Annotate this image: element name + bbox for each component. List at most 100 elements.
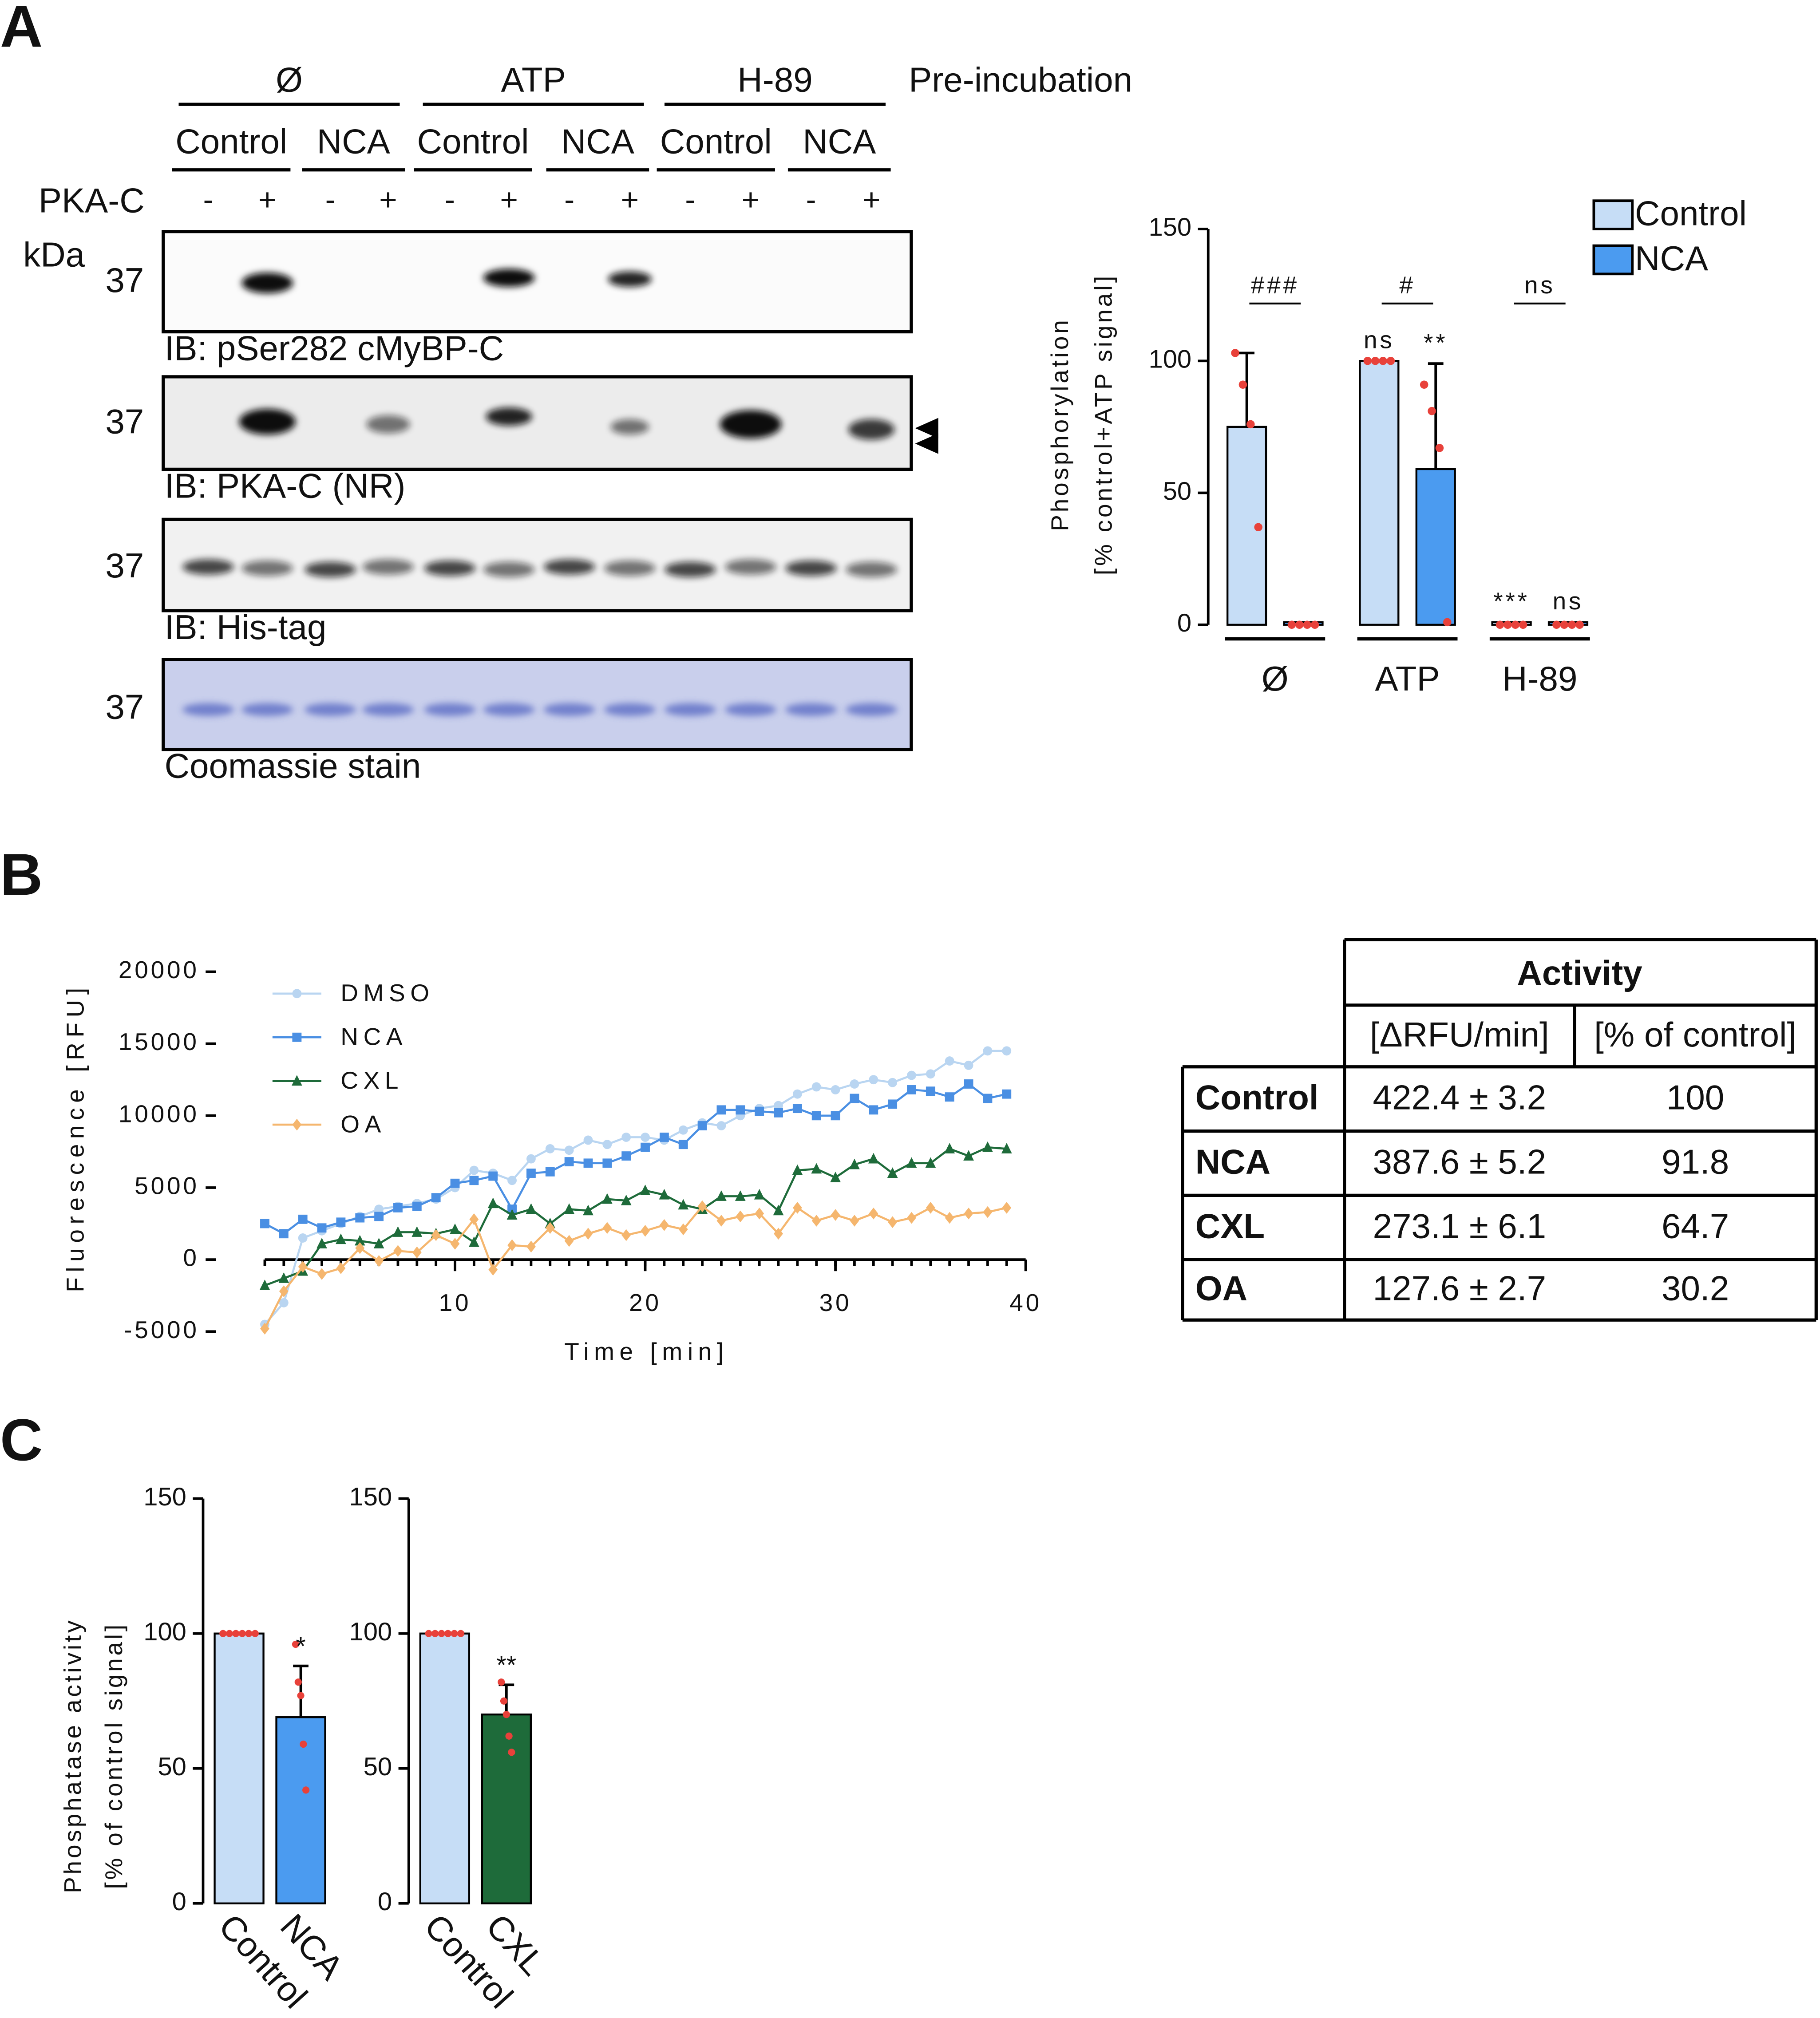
y-tick-label: 150: [349, 1483, 392, 1511]
band: [362, 559, 414, 575]
legend-swatch: [1592, 199, 1634, 230]
x-tick-label: 40: [1009, 1289, 1042, 1316]
legend-marker: [292, 1032, 302, 1042]
data-point: [374, 1204, 384, 1214]
data-point: [545, 1144, 555, 1153]
data-point: [716, 1105, 726, 1115]
y-tick-label: 0: [1177, 609, 1191, 637]
data-point: [1002, 1089, 1012, 1099]
data-point: [678, 1140, 688, 1149]
data-point: [868, 1153, 879, 1164]
data-point: [438, 1630, 445, 1637]
data-point: [755, 1208, 764, 1220]
band: [424, 703, 476, 716]
data-point: [278, 1272, 289, 1283]
error-bar: [1239, 351, 1254, 427]
data-point: [1246, 420, 1255, 429]
data-point: [457, 1630, 465, 1637]
bar: [1415, 468, 1456, 626]
data-point: [869, 1075, 878, 1085]
data-point: [964, 1208, 973, 1220]
pkac-sign: -: [203, 182, 213, 217]
table-cell: 91.8: [1662, 1142, 1729, 1181]
table-subheader: [ΔRFU/min]: [1370, 1015, 1549, 1054]
data-point: [1503, 620, 1512, 629]
data-point: [298, 1233, 308, 1243]
data-point: [850, 1215, 859, 1227]
band: [543, 703, 595, 716]
data-point: [678, 1223, 688, 1236]
data-point: [226, 1630, 233, 1637]
data-point: [500, 1697, 508, 1705]
band: [848, 419, 895, 440]
legend-label: OA: [340, 1110, 386, 1138]
x-tick-label: ATP: [1375, 659, 1440, 698]
data-point: [564, 1145, 574, 1155]
marker-label: 37: [105, 546, 144, 585]
comparison-label: ###: [1251, 271, 1299, 299]
y-tick-label: 100: [143, 1618, 186, 1646]
legend-marker: [292, 989, 302, 999]
data-point: [292, 1640, 300, 1648]
data-point: [641, 1133, 650, 1142]
data-point: [811, 1163, 822, 1174]
bar: [275, 1716, 326, 1904]
data-point: [1428, 407, 1436, 415]
band: [362, 703, 414, 716]
data-point: [1575, 620, 1584, 629]
data-point: [831, 1111, 840, 1121]
row-label: OA: [1195, 1269, 1247, 1308]
pkac-sign: -: [445, 182, 455, 217]
table-cell: 387.6 ± 5.2: [1373, 1142, 1547, 1181]
table-cell: 64.7: [1662, 1206, 1729, 1245]
data-point: [1310, 620, 1319, 629]
data-point: [1386, 356, 1395, 365]
data-point: [811, 1082, 821, 1092]
y-axis-title: Phosphorylation: [1046, 317, 1073, 531]
pre-incubation-label: H-89: [737, 60, 812, 99]
data-point: [355, 1242, 365, 1254]
group-label: Control: [417, 122, 529, 161]
data-point: [298, 1214, 308, 1224]
data-point: [850, 1079, 859, 1089]
data-point: [279, 1229, 289, 1239]
data-point: [336, 1233, 346, 1244]
data-point: [425, 1630, 432, 1637]
data-point: [754, 1189, 765, 1200]
band: [785, 703, 837, 716]
data-point: [507, 1176, 517, 1185]
band: [241, 703, 293, 716]
data-point: [297, 1692, 305, 1699]
data-point: [469, 1165, 479, 1175]
panel-label: C: [0, 1407, 43, 1473]
group-label: Control: [660, 122, 772, 161]
significance-label: **: [1424, 328, 1448, 356]
marker-label: 37: [105, 402, 144, 441]
data-point: [317, 1238, 327, 1248]
data-point: [505, 1732, 513, 1740]
data-point: [659, 1133, 669, 1142]
group-label: NCA: [561, 122, 634, 161]
pre-incubation-label: Ø: [276, 60, 303, 99]
pkac-sign: +: [863, 182, 881, 217]
data-point: [1560, 620, 1569, 629]
data-point: [755, 1106, 764, 1116]
y-tick-label: 150: [1149, 213, 1192, 241]
data-point: [697, 1121, 707, 1130]
data-point: [926, 1202, 935, 1214]
data-point: [926, 1069, 935, 1079]
y-tick-label: 50: [158, 1753, 186, 1781]
data-point: [678, 1125, 688, 1135]
data-point: [736, 1210, 745, 1223]
series-line: [264, 1050, 1007, 1325]
data-point: [1363, 356, 1372, 365]
data-point: [1295, 620, 1304, 629]
data-point: [392, 1226, 404, 1237]
pkac-sign: -: [806, 182, 816, 217]
data-point: [583, 1204, 593, 1216]
data-point: [355, 1213, 365, 1223]
data-point: [945, 1212, 954, 1224]
bar: [481, 1713, 532, 1904]
data-point: [983, 1094, 993, 1103]
